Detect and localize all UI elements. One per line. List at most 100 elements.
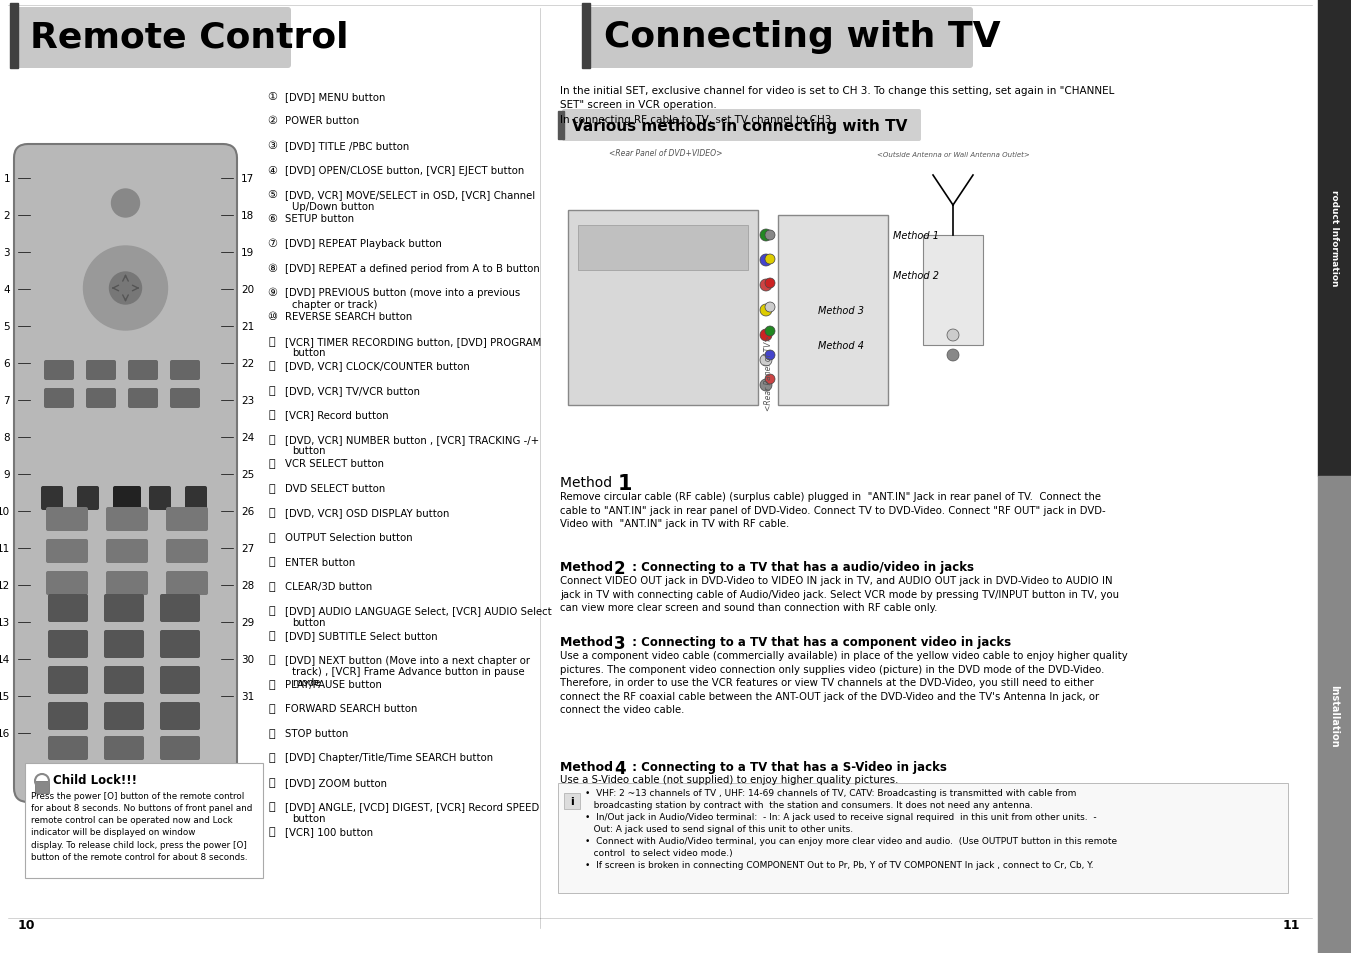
Text: [DVD] REPEAT a defined period from A to B button: [DVD] REPEAT a defined period from A to … — [285, 263, 540, 274]
Text: 4: 4 — [3, 285, 9, 294]
Text: 25: 25 — [240, 470, 254, 479]
FancyBboxPatch shape — [149, 486, 172, 511]
Text: roduct Information: roduct Information — [1329, 190, 1339, 286]
Circle shape — [765, 351, 775, 360]
Text: 3: 3 — [613, 635, 626, 652]
FancyBboxPatch shape — [104, 630, 145, 659]
Text: [DVD] AUDIO LANGUAGE Select, [VCR] AUDIO Select: [DVD] AUDIO LANGUAGE Select, [VCR] AUDIO… — [285, 606, 551, 616]
Text: SETUP button: SETUP button — [285, 214, 354, 224]
Text: Method 2: Method 2 — [893, 271, 939, 281]
Text: Various methods in connecting with TV: Various methods in connecting with TV — [571, 118, 908, 133]
Text: [VCR] TIMER RECORDING button, [DVD] PROGRAM: [VCR] TIMER RECORDING button, [DVD] PROG… — [285, 336, 542, 347]
Text: DVD SELECT button: DVD SELECT button — [285, 483, 385, 494]
Text: 3: 3 — [3, 248, 9, 257]
FancyBboxPatch shape — [15, 8, 290, 69]
FancyBboxPatch shape — [159, 630, 200, 659]
Text: Child Lock!!!: Child Lock!!! — [53, 773, 136, 786]
Text: 16: 16 — [0, 728, 9, 739]
Text: button: button — [292, 618, 326, 627]
Text: CLEAR/3D button: CLEAR/3D button — [285, 581, 373, 592]
Text: [DVD, VCR] TV/VCR button: [DVD, VCR] TV/VCR button — [285, 386, 420, 395]
Text: Up/Down button: Up/Down button — [292, 201, 374, 212]
Text: 11: 11 — [0, 543, 9, 554]
Text: ㉘: ㉘ — [269, 753, 276, 762]
Text: ㉚: ㉚ — [269, 801, 276, 812]
Bar — [1319, 476, 1351, 953]
Text: 7: 7 — [3, 395, 9, 406]
Text: [DVD] REPEAT Playback button: [DVD] REPEAT Playback button — [285, 239, 442, 249]
Bar — [558, 783, 1288, 893]
Text: ⑪: ⑪ — [269, 336, 276, 347]
FancyBboxPatch shape — [45, 360, 74, 380]
Text: Method 1: Method 1 — [893, 231, 939, 241]
Bar — [1319, 0, 1351, 476]
Text: [DVD, VCR] OSD DISPLAY button: [DVD, VCR] OSD DISPLAY button — [285, 508, 450, 518]
Text: 1: 1 — [617, 474, 632, 494]
Bar — [923, 235, 984, 346]
Circle shape — [761, 305, 771, 316]
FancyBboxPatch shape — [104, 666, 145, 695]
Text: [DVD] SUBTITLE Select button: [DVD] SUBTITLE Select button — [285, 630, 438, 640]
Text: [DVD] PREVIOUS button (move into a previous: [DVD] PREVIOUS button (move into a previ… — [285, 288, 520, 297]
Text: Use a S-Video cable (not supplied) to enjoy higher quality pictures.: Use a S-Video cable (not supplied) to en… — [561, 774, 898, 784]
Circle shape — [761, 330, 771, 341]
Text: [DVD] OPEN/CLOSE button, [VCR] EJECT button: [DVD] OPEN/CLOSE button, [VCR] EJECT but… — [285, 165, 524, 175]
FancyBboxPatch shape — [46, 539, 88, 563]
Text: 29: 29 — [240, 618, 254, 627]
Circle shape — [765, 327, 775, 336]
Text: Method: Method — [561, 636, 617, 648]
Text: 2: 2 — [3, 211, 9, 221]
FancyBboxPatch shape — [185, 486, 207, 511]
Text: [DVD] ZOOM button: [DVD] ZOOM button — [285, 778, 386, 787]
Text: <Rear Panel of DVD+VIDEO>: <Rear Panel of DVD+VIDEO> — [609, 149, 723, 158]
Text: POWER button: POWER button — [285, 116, 359, 127]
FancyBboxPatch shape — [46, 507, 88, 532]
Bar — [563, 793, 580, 809]
Text: Method: Method — [561, 476, 616, 490]
Circle shape — [109, 273, 142, 305]
Text: 30: 30 — [240, 655, 254, 664]
FancyBboxPatch shape — [49, 666, 88, 695]
Bar — [582, 4, 590, 69]
Circle shape — [765, 278, 775, 289]
Bar — [9, 4, 18, 69]
Circle shape — [112, 190, 139, 218]
Bar — [567, 211, 758, 406]
FancyBboxPatch shape — [159, 666, 200, 695]
Text: Method: Method — [561, 560, 617, 574]
Circle shape — [84, 247, 168, 331]
Text: ⑲: ⑲ — [269, 533, 276, 542]
FancyBboxPatch shape — [49, 595, 88, 622]
Text: •  VHF: 2 ~13 channels of TV , UHF: 14-69 channels of TV, CATV: Broadcasting is : • VHF: 2 ~13 channels of TV , UHF: 14-69… — [585, 788, 1117, 869]
Text: 5: 5 — [3, 322, 9, 332]
Bar — [578, 226, 748, 271]
Text: track) , [VCR] Frame Advance button in pause: track) , [VCR] Frame Advance button in p… — [292, 666, 524, 677]
Text: ⑯: ⑯ — [269, 459, 276, 469]
Text: ⑭: ⑭ — [269, 410, 276, 420]
Text: ENTER button: ENTER button — [285, 557, 355, 567]
FancyBboxPatch shape — [105, 507, 149, 532]
Text: ㉓: ㉓ — [269, 630, 276, 640]
Text: <Rear Panel of TV>: <Rear Panel of TV> — [763, 335, 773, 411]
Text: Connect VIDEO OUT jack in DVD-Video to VIDEO IN jack in TV, and AUDIO OUT jack i: Connect VIDEO OUT jack in DVD-Video to V… — [561, 576, 1119, 613]
Circle shape — [765, 375, 775, 385]
Text: 4: 4 — [613, 760, 626, 778]
Text: : Connecting to a TV that has a component video in jacks: : Connecting to a TV that has a componen… — [628, 636, 1011, 648]
Text: Method: Method — [561, 760, 617, 773]
Text: 8: 8 — [3, 433, 9, 442]
Text: 21: 21 — [240, 322, 254, 332]
Text: ㉑: ㉑ — [269, 581, 276, 592]
Text: ㉙: ㉙ — [269, 778, 276, 787]
Text: ①: ① — [267, 91, 277, 102]
Bar — [26, 763, 263, 878]
Circle shape — [761, 230, 771, 242]
Text: PLAY/PAUSE button: PLAY/PAUSE button — [285, 679, 382, 689]
Text: 20: 20 — [240, 285, 254, 294]
Text: 12: 12 — [0, 580, 9, 590]
FancyBboxPatch shape — [105, 539, 149, 563]
FancyBboxPatch shape — [41, 486, 63, 511]
Text: Method 4: Method 4 — [817, 340, 865, 351]
Text: ⑰: ⑰ — [269, 483, 276, 494]
FancyBboxPatch shape — [128, 389, 158, 409]
Text: <Outside Antenna or Wall Antenna Outlet>: <Outside Antenna or Wall Antenna Outlet> — [877, 152, 1029, 158]
